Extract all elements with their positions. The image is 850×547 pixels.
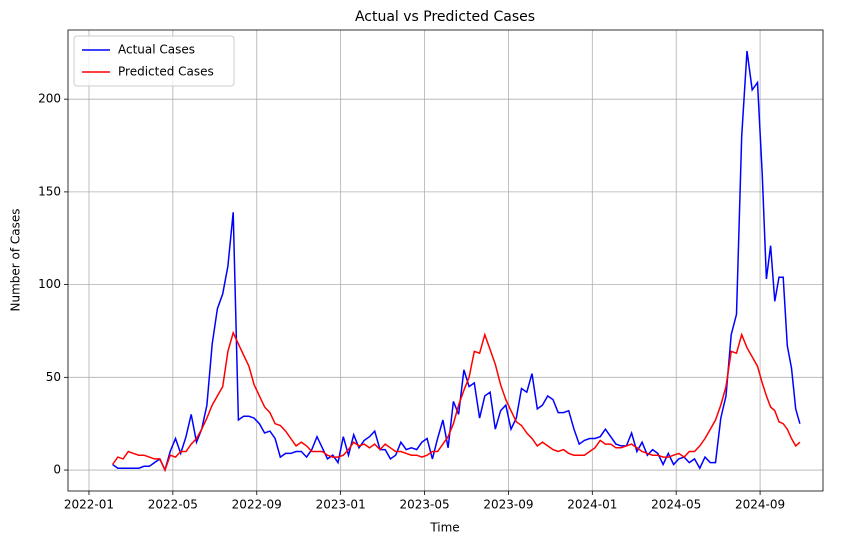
x-tick-label: 2023-09 [483,498,533,512]
x-tick-label: 2022-01 [64,498,114,512]
x-tick-label: 2022-05 [148,498,198,512]
series-line [112,50,801,473]
legend-label: Predicted Cases [118,65,214,79]
x-tick-label: 2024-01 [567,498,617,512]
y-tick-label: 150 [38,184,61,198]
x-tick-label: 2023-05 [399,498,449,512]
legend-label: Actual Cases [118,43,195,57]
legend: Actual Cases Predicted Cases [73,35,235,87]
y-tick-label: 0 [53,463,61,477]
x-tick-label: 2024-09 [735,498,785,512]
x-axis-label: Time [429,521,459,535]
legend-box [73,35,235,87]
y-axis-label: Number of Cases [9,208,23,311]
plot-frame [67,29,824,492]
y-tick-label: 200 [38,92,61,106]
x-tick-label: 2023-01 [316,498,366,512]
y-tick-label: 50 [46,370,61,384]
chart-title: Actual vs Predicted Cases [355,9,535,25]
x-tick-label: 2024-05 [651,498,701,512]
series-line [111,330,801,472]
x-tick-label: 2022-09 [232,498,282,512]
y-tick-label: 100 [38,277,61,291]
